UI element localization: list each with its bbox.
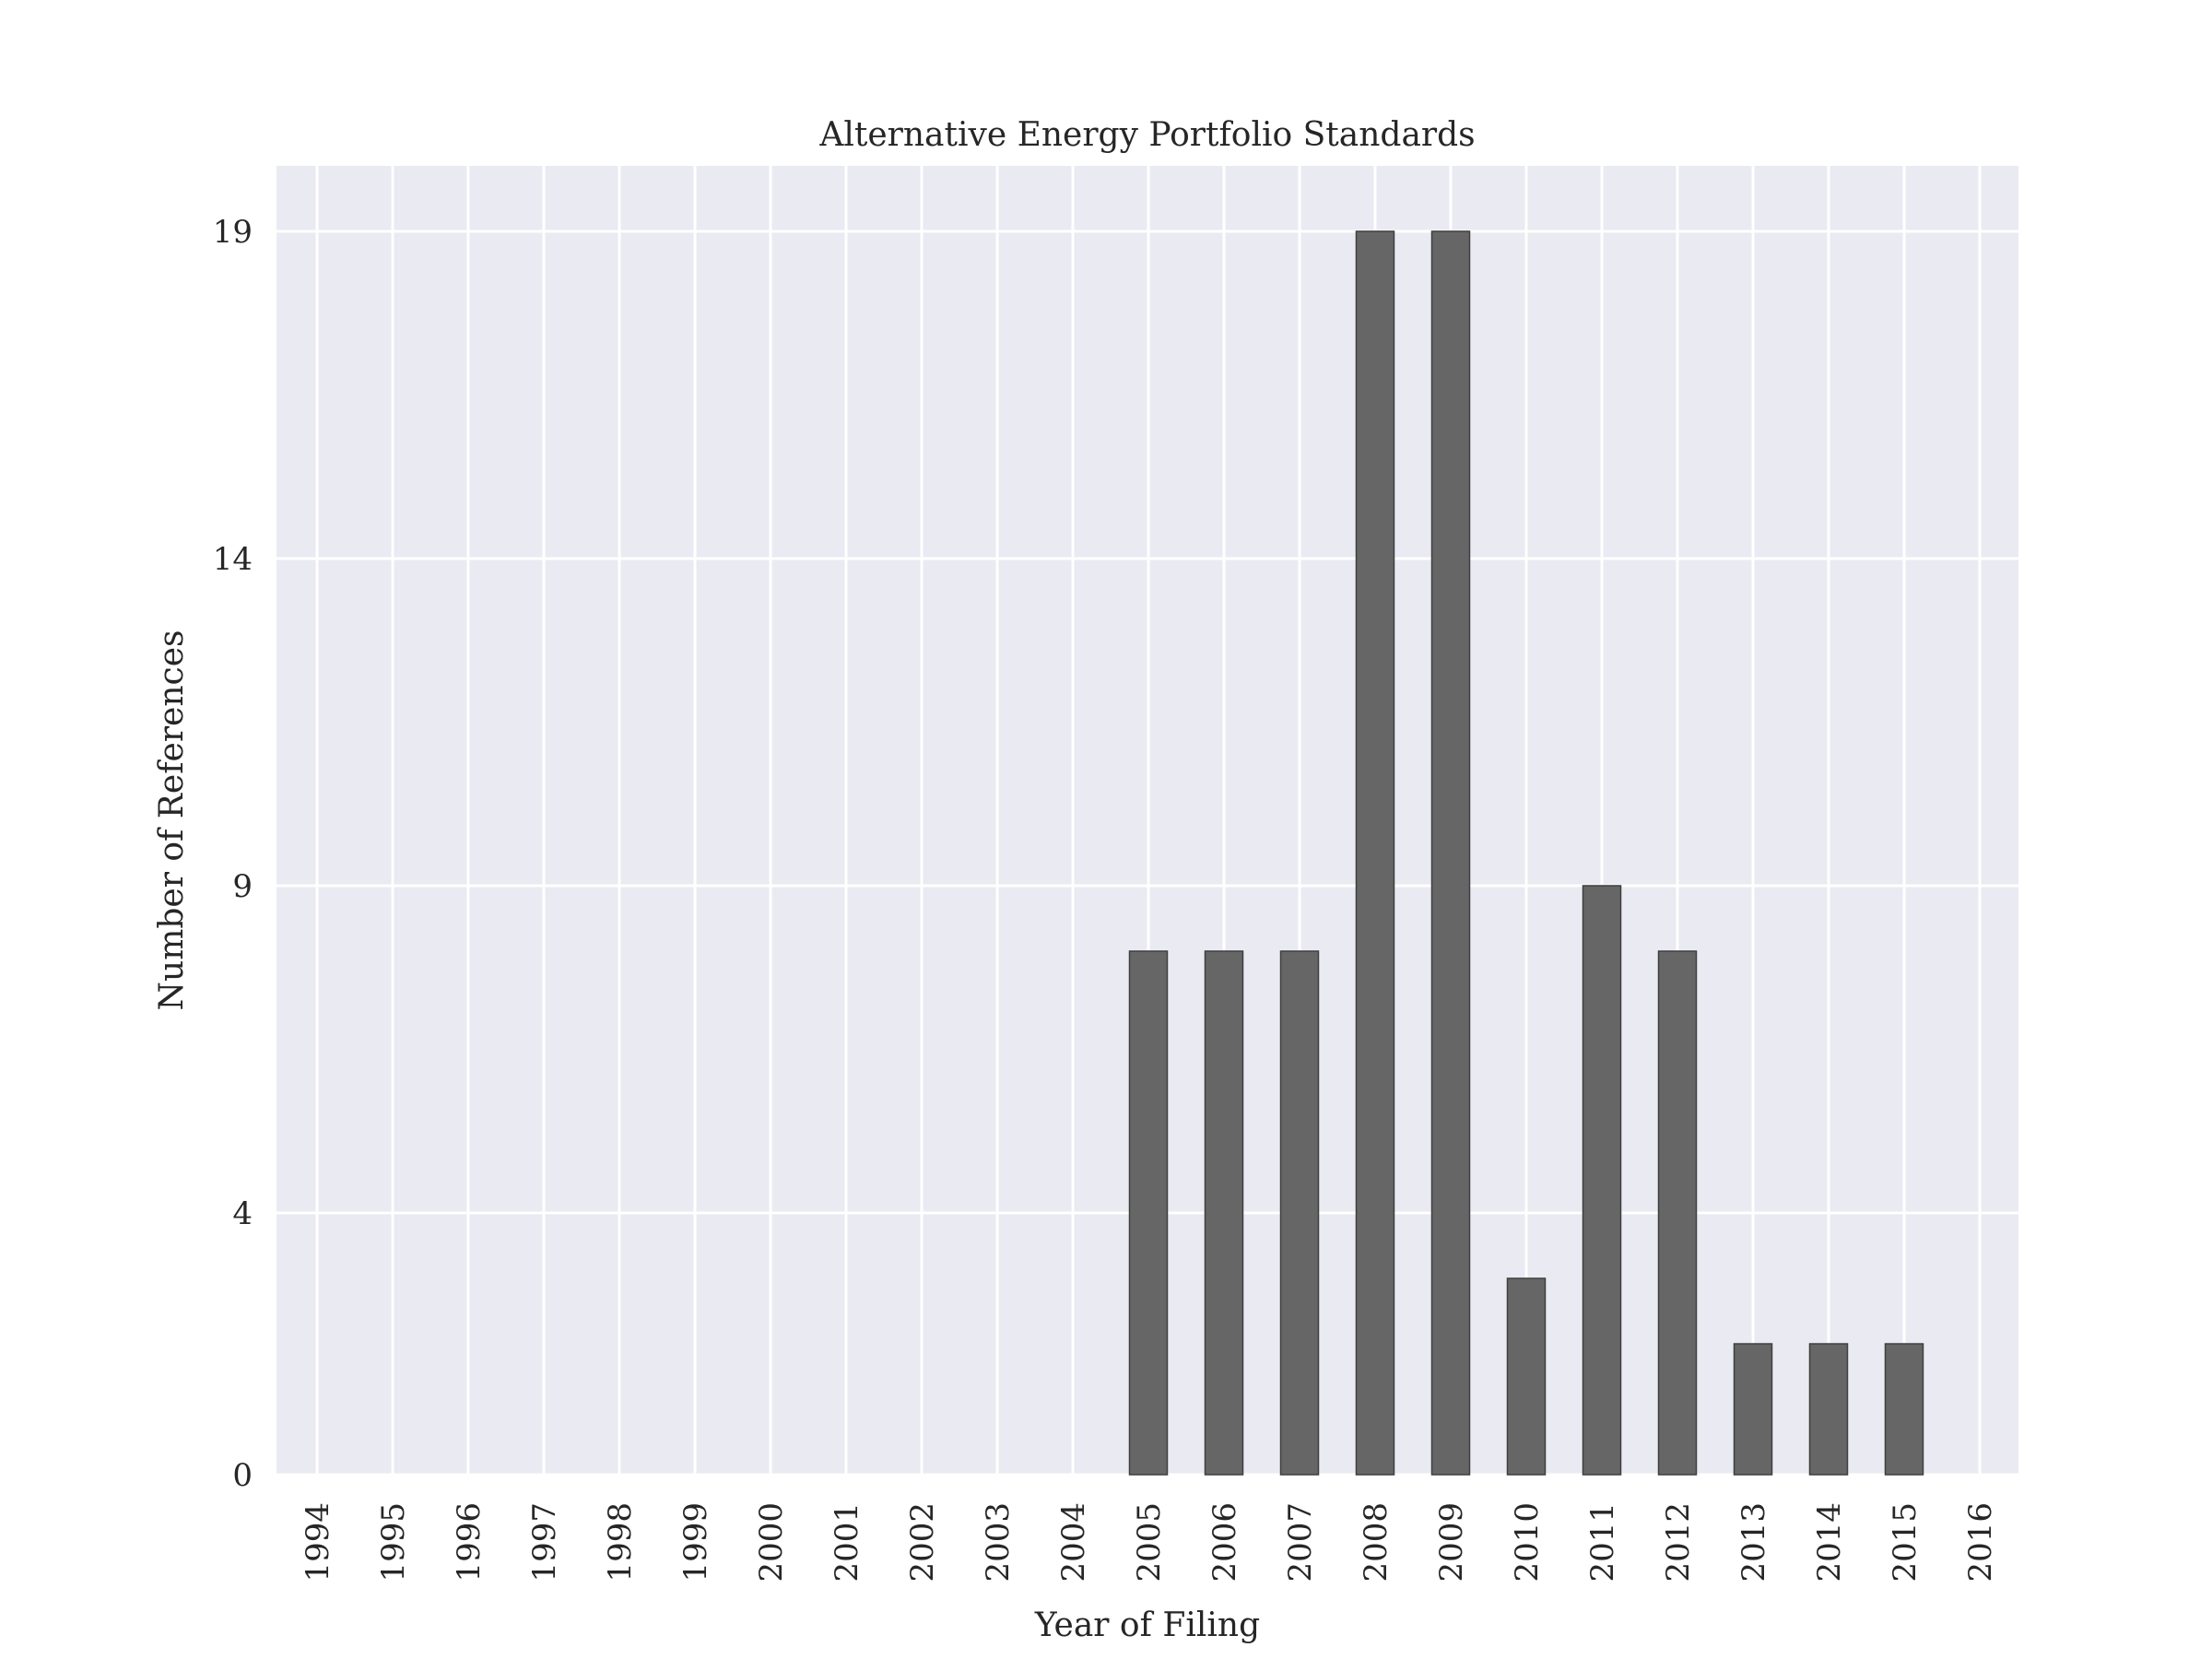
x-tick-label: 1994 — [300, 1502, 336, 1583]
x-tick-label: 2014 — [1811, 1502, 1848, 1583]
x-tick-label: 2001 — [829, 1502, 865, 1583]
bars — [1128, 230, 1924, 1476]
x-tick-label: 1997 — [526, 1502, 563, 1583]
x-tick-label: 1998 — [602, 1502, 639, 1583]
y-tick-label: 14 — [213, 541, 253, 578]
y-tick-labels: 0 4 9 14 19 — [213, 214, 253, 1494]
x-tick-label: 2009 — [1433, 1502, 1470, 1583]
x-tick-label: 1996 — [451, 1502, 488, 1583]
x-tick-label: 1995 — [375, 1502, 412, 1583]
y-tick-label: 19 — [213, 214, 253, 251]
x-tick-label: 2012 — [1660, 1502, 1697, 1583]
x-tick-label: 2010 — [1509, 1502, 1546, 1583]
x-tick-label: 2000 — [753, 1502, 790, 1583]
x-tick-label: 2016 — [1962, 1502, 1999, 1583]
bar-2014 — [1808, 1343, 1849, 1476]
y-tick-label: 0 — [232, 1457, 253, 1494]
y-tick-label: 4 — [232, 1195, 253, 1232]
x-tick-label: 2006 — [1206, 1502, 1243, 1583]
x-tick-labels: 1994 1995 1996 1997 1998 1999 2000 2001 2002 2003… — [300, 1502, 1999, 1583]
x-tick-label: 2013 — [1735, 1502, 1772, 1583]
x-tick-label: 2005 — [1131, 1502, 1168, 1583]
x-tick-label: 2003 — [980, 1502, 1017, 1583]
chart-title: Alternative Energy Portfolio Standards — [818, 116, 1475, 154]
x-tick-label: 2004 — [1055, 1502, 1092, 1583]
x-tick-label: 2011 — [1584, 1502, 1621, 1583]
y-tick-label: 9 — [232, 868, 253, 905]
x-tick-label: 2015 — [1887, 1502, 1924, 1583]
bar-2010 — [1506, 1277, 1547, 1476]
bar-2008 — [1355, 230, 1395, 1476]
x-tick-label: 2007 — [1282, 1502, 1319, 1583]
bar-2006 — [1204, 950, 1244, 1476]
bar-2012 — [1657, 950, 1698, 1476]
bar-2007 — [1279, 950, 1320, 1476]
bar-2009 — [1430, 230, 1471, 1476]
bar-2013 — [1733, 1343, 1773, 1476]
bar-2011 — [1582, 885, 1622, 1476]
bar-2005 — [1128, 950, 1169, 1476]
grid-lines — [276, 166, 2018, 1477]
x-tick-label: 2008 — [1358, 1502, 1394, 1583]
x-axis-label: Year of Filing — [1034, 1606, 1260, 1644]
x-tick-label: 2002 — [904, 1502, 941, 1583]
x-tick-label: 1999 — [677, 1502, 714, 1583]
y-axis-label: Number of References — [153, 630, 191, 1011]
bar-2015 — [1884, 1343, 1924, 1476]
